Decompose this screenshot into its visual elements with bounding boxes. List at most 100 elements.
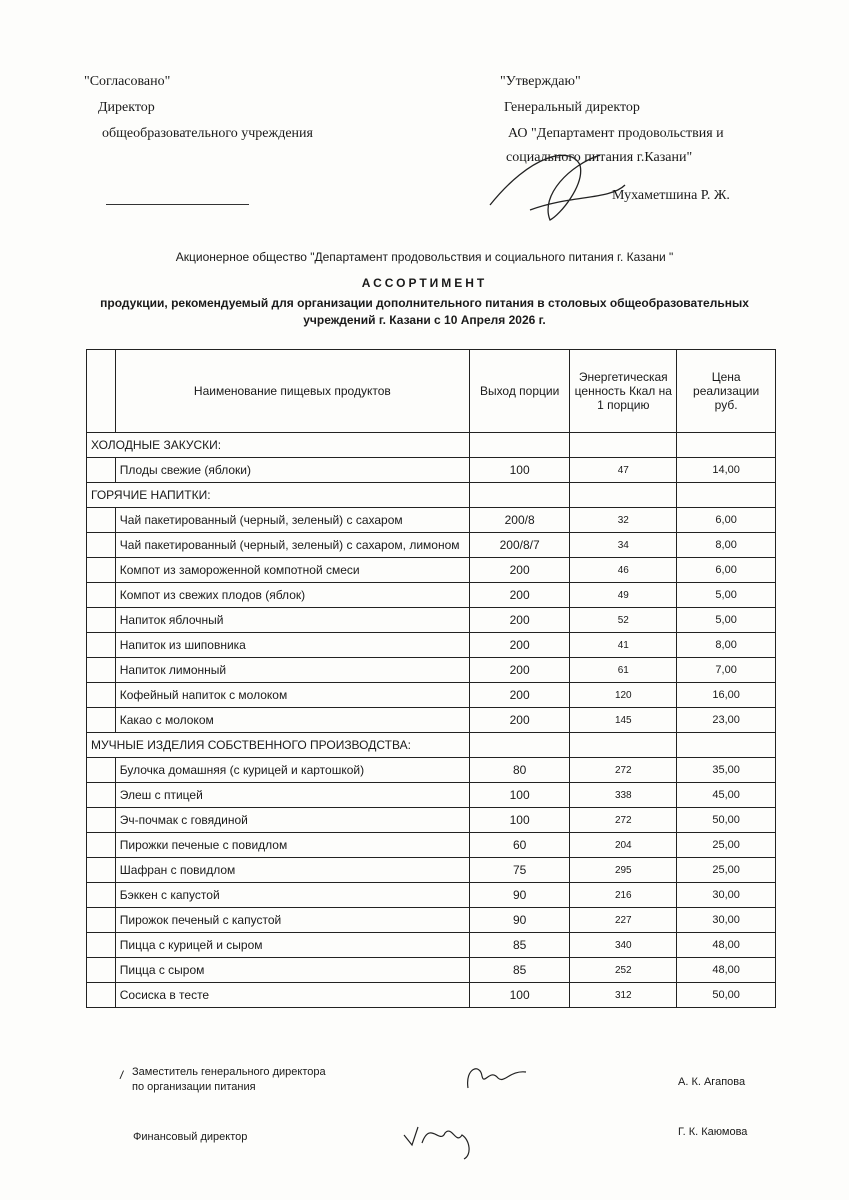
energy-kcal: 272 [569,757,678,783]
section-row: ГОРЯЧИЕ НАПИТКИ: [86,482,776,508]
table-row: Напиток лимонный 200 61 7,00 [86,657,776,683]
financial-director-signature [403,1126,470,1160]
document-title: АССОРТИМЕНТ [361,276,488,290]
product-name: Бэккен с капустой [114,882,470,908]
product-name: Чай пакетированный (черный, зеленый) с с… [114,532,470,558]
energy-kcal: 252 [569,957,678,983]
product-name: Компот из замороженной компотной смеси [114,557,470,583]
energy-kcal: 41 [569,632,678,658]
price: 23,00 [676,707,776,733]
product-name: Эч-почмак с говядиной [114,807,470,833]
section-row: МУЧНЫЕ ИЗДЕЛИЯ СОБСТВЕННОГО ПРОИЗВОДСТВА… [86,732,776,758]
approved-label: "Утверждаю" [500,74,581,89]
table-row: Пирожок печеный с капустой 90 227 30,00 [86,907,776,933]
price: 16,00 [676,682,776,708]
product-name: Пицца с сыром [114,957,470,983]
energy-kcal: 145 [569,707,678,733]
table-row: Шафран с повидлом 75 295 25,00 [86,857,776,883]
energy-kcal: 272 [569,807,678,833]
agreed-org: общеобразовательного учреждения [102,126,313,141]
energy-kcal: 47 [569,457,678,483]
table-row: Сосиска в тесте 100 312 50,00 [86,982,776,1008]
product-name: Булочка домашняя (с курицей и картошкой) [114,757,470,783]
table-row: Пицца с курицей и сыром 85 340 48,00 [86,932,776,958]
price: 25,00 [676,832,776,858]
portion-yield: 200 [468,632,571,658]
price: 5,00 [676,582,776,608]
table-row: Плоды свежие (яблоки) 100 47 14,00 [86,457,776,483]
assortment-table: Наименование пищевых продуктов Выход пор… [86,349,776,1008]
product-name: Напиток лимонный [114,657,470,683]
energy-kcal: 216 [569,882,678,908]
product-name: Чай пакетированный (черный, зеленый) с с… [114,507,470,533]
table-row: Компот из замороженной компотной смеси 2… [86,557,776,583]
product-name: Шафран с повидлом [114,857,470,883]
table-row: Элеш с птицей 100 338 45,00 [86,782,776,808]
energy-kcal: 204 [569,832,678,858]
table-row: Напиток яблочный 200 52 5,00 [86,607,776,633]
price: 45,00 [676,782,776,808]
product-name: Сосиска в тесте [114,982,470,1008]
portion-yield: 100 [468,782,571,808]
price: 48,00 [676,932,776,958]
portion-yield: 200 [468,657,571,683]
table-row: Пицца с сыром 85 252 48,00 [86,957,776,983]
subtitle-line2: учреждений г. Казани с 10 Апреля 2026 г. [303,313,546,327]
portion-yield: 90 [468,907,571,933]
portion-yield: 90 [468,882,571,908]
energy-kcal: 52 [569,607,678,633]
product-name: Компот из свежих плодов (яблок) [114,582,470,608]
organization-title: Акционерное общество "Департамент продов… [175,250,674,264]
portion-yield: 100 [468,982,571,1008]
product-name: Какао с молоком [114,707,470,733]
price: 30,00 [676,907,776,933]
subtitle-line1: продукции, рекомендуемый для организации… [100,296,749,310]
table-row: Эч-почмак с говядиной 100 272 50,00 [86,807,776,833]
table-header: Наименование пищевых продуктов Выход пор… [86,349,776,433]
header-price: Цена реализации руб. [676,349,776,433]
header-energy: Энергетическая ценность Ккал на 1 порцию [569,349,678,433]
price: 50,00 [676,982,776,1008]
section-title: ХОЛОДНЫЕ ЗАКУСКИ: [86,432,470,458]
portion-yield: 85 [468,932,571,958]
price: 48,00 [676,957,776,983]
table-row: Какао с молоком 200 145 23,00 [86,707,776,733]
approved-org-line1: АО "Департамент продовольствия и [508,126,724,141]
financial-director-name: Г. К. Каюмова [678,1126,748,1138]
price: 35,00 [676,757,776,783]
energy-kcal: 49 [569,582,678,608]
energy-kcal: 295 [569,857,678,883]
deputy-mark: / [119,1067,125,1083]
portion-yield: 200 [468,582,571,608]
energy-kcal: 120 [569,682,678,708]
price: 6,00 [676,557,776,583]
portion-yield: 200 [468,707,571,733]
price: 7,00 [676,657,776,683]
energy-kcal: 340 [569,932,678,958]
product-name: Кофейный напиток с молоком [114,682,470,708]
price: 50,00 [676,807,776,833]
price: 25,00 [676,857,776,883]
price: 5,00 [676,607,776,633]
agreed-signature-line [106,204,249,205]
deputy-name: А. К. Агапова [678,1076,746,1088]
agreed-role: Директор [98,100,155,115]
energy-kcal: 312 [569,982,678,1008]
header-yield: Выход порции [468,349,571,433]
table-row: Напиток из шиповника 200 41 8,00 [86,632,776,658]
energy-kcal: 227 [569,907,678,933]
portion-yield: 80 [468,757,571,783]
agreed-label: "Согласовано" [84,74,171,89]
table-row: Чай пакетированный (черный, зеленый) с с… [86,532,776,558]
price: 30,00 [676,882,776,908]
approved-org-line2: социального питания г.Казани" [506,150,693,165]
table-row: Булочка домашняя (с курицей и картошкой)… [86,757,776,783]
energy-kcal: 34 [569,532,678,558]
deputy-signature [467,1068,527,1089]
portion-yield: 200 [468,557,571,583]
energy-kcal: 61 [569,657,678,683]
portion-yield: 200 [468,607,571,633]
product-name: Пирожки печеные с повидлом [114,832,470,858]
energy-kcal: 46 [569,557,678,583]
